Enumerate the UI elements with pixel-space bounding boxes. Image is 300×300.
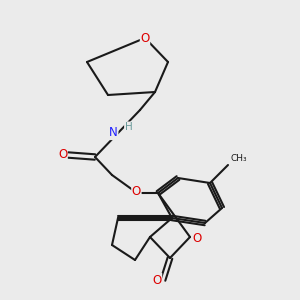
Text: O: O: [132, 185, 141, 198]
Text: CH₃: CH₃: [230, 154, 247, 163]
Text: N: N: [109, 127, 118, 140]
Text: O: O: [192, 232, 201, 245]
Text: H: H: [124, 122, 132, 132]
Text: O: O: [58, 148, 67, 161]
Text: O: O: [152, 274, 162, 286]
Text: O: O: [140, 32, 150, 44]
